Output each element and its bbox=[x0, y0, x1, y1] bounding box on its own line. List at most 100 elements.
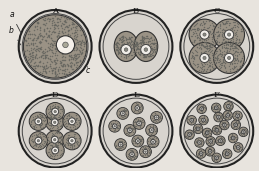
Point bbox=[197, 107, 201, 110]
Point bbox=[135, 120, 140, 123]
Point bbox=[127, 37, 131, 39]
Point bbox=[52, 40, 56, 43]
Point bbox=[50, 69, 54, 72]
Point bbox=[65, 138, 69, 141]
Point bbox=[75, 33, 79, 36]
Point bbox=[227, 30, 232, 32]
Point bbox=[123, 42, 127, 44]
Point bbox=[239, 146, 243, 149]
Point bbox=[207, 149, 211, 152]
Point bbox=[35, 21, 39, 24]
Point bbox=[28, 52, 32, 55]
Point bbox=[65, 142, 69, 144]
Point bbox=[140, 35, 144, 38]
Point bbox=[200, 105, 204, 107]
Point bbox=[150, 42, 155, 44]
Point bbox=[134, 106, 138, 108]
Point bbox=[212, 142, 216, 144]
Point bbox=[57, 116, 61, 119]
Circle shape bbox=[54, 110, 56, 113]
Point bbox=[53, 147, 57, 150]
Point bbox=[195, 65, 199, 68]
Point bbox=[234, 31, 239, 34]
Point bbox=[147, 55, 151, 58]
Point bbox=[203, 134, 207, 136]
Point bbox=[34, 54, 38, 57]
Point bbox=[43, 47, 47, 50]
Point bbox=[33, 26, 37, 29]
Point bbox=[62, 69, 66, 71]
Point bbox=[60, 36, 64, 38]
Point bbox=[49, 136, 53, 139]
Point bbox=[140, 40, 144, 42]
Point bbox=[133, 124, 137, 127]
Point bbox=[134, 43, 138, 45]
Point bbox=[116, 121, 120, 124]
Point bbox=[198, 125, 202, 128]
Point bbox=[234, 127, 238, 129]
Point bbox=[72, 31, 76, 34]
Point bbox=[36, 132, 40, 135]
Point bbox=[62, 35, 66, 38]
Point bbox=[229, 43, 234, 46]
Point bbox=[147, 130, 151, 133]
Point bbox=[44, 32, 48, 35]
Point bbox=[33, 24, 37, 27]
Point bbox=[202, 58, 206, 61]
Point bbox=[224, 152, 228, 154]
Point bbox=[118, 141, 123, 144]
Point bbox=[218, 60, 222, 63]
Point bbox=[43, 118, 47, 121]
Point bbox=[133, 139, 138, 142]
Point bbox=[48, 116, 52, 119]
Point bbox=[197, 68, 202, 71]
Point bbox=[75, 143, 79, 146]
Point bbox=[56, 41, 60, 44]
Point bbox=[228, 107, 232, 109]
Point bbox=[72, 48, 76, 51]
Point bbox=[218, 66, 222, 69]
Point bbox=[140, 107, 144, 110]
Point bbox=[205, 118, 209, 121]
Point bbox=[77, 59, 82, 62]
Point bbox=[74, 57, 78, 60]
Point bbox=[230, 28, 234, 31]
Point bbox=[50, 42, 54, 45]
Point bbox=[218, 51, 222, 54]
Point bbox=[212, 141, 216, 144]
Point bbox=[147, 50, 151, 53]
Point bbox=[231, 121, 235, 124]
Circle shape bbox=[203, 33, 206, 36]
Point bbox=[48, 65, 52, 67]
Point bbox=[225, 107, 229, 110]
Point bbox=[74, 56, 78, 59]
Point bbox=[223, 61, 227, 64]
Point bbox=[60, 64, 64, 67]
Point bbox=[49, 113, 54, 115]
Point bbox=[223, 22, 227, 25]
Point bbox=[225, 47, 229, 50]
Circle shape bbox=[199, 152, 203, 155]
Point bbox=[59, 136, 63, 138]
Point bbox=[26, 41, 31, 44]
Point bbox=[72, 41, 76, 44]
Point bbox=[80, 51, 84, 54]
Point bbox=[32, 126, 36, 129]
Point bbox=[231, 38, 235, 41]
Point bbox=[53, 104, 57, 107]
Point bbox=[202, 35, 206, 37]
Point bbox=[212, 157, 216, 160]
Point bbox=[32, 144, 36, 147]
Point bbox=[142, 55, 146, 58]
Point bbox=[135, 47, 139, 50]
Point bbox=[225, 152, 229, 155]
Point bbox=[60, 108, 64, 110]
Point bbox=[236, 116, 240, 119]
Point bbox=[210, 36, 214, 39]
Point bbox=[147, 55, 152, 57]
Point bbox=[33, 67, 37, 69]
Point bbox=[51, 16, 55, 19]
Point bbox=[63, 20, 68, 23]
Point bbox=[227, 152, 232, 155]
Point bbox=[68, 39, 73, 42]
